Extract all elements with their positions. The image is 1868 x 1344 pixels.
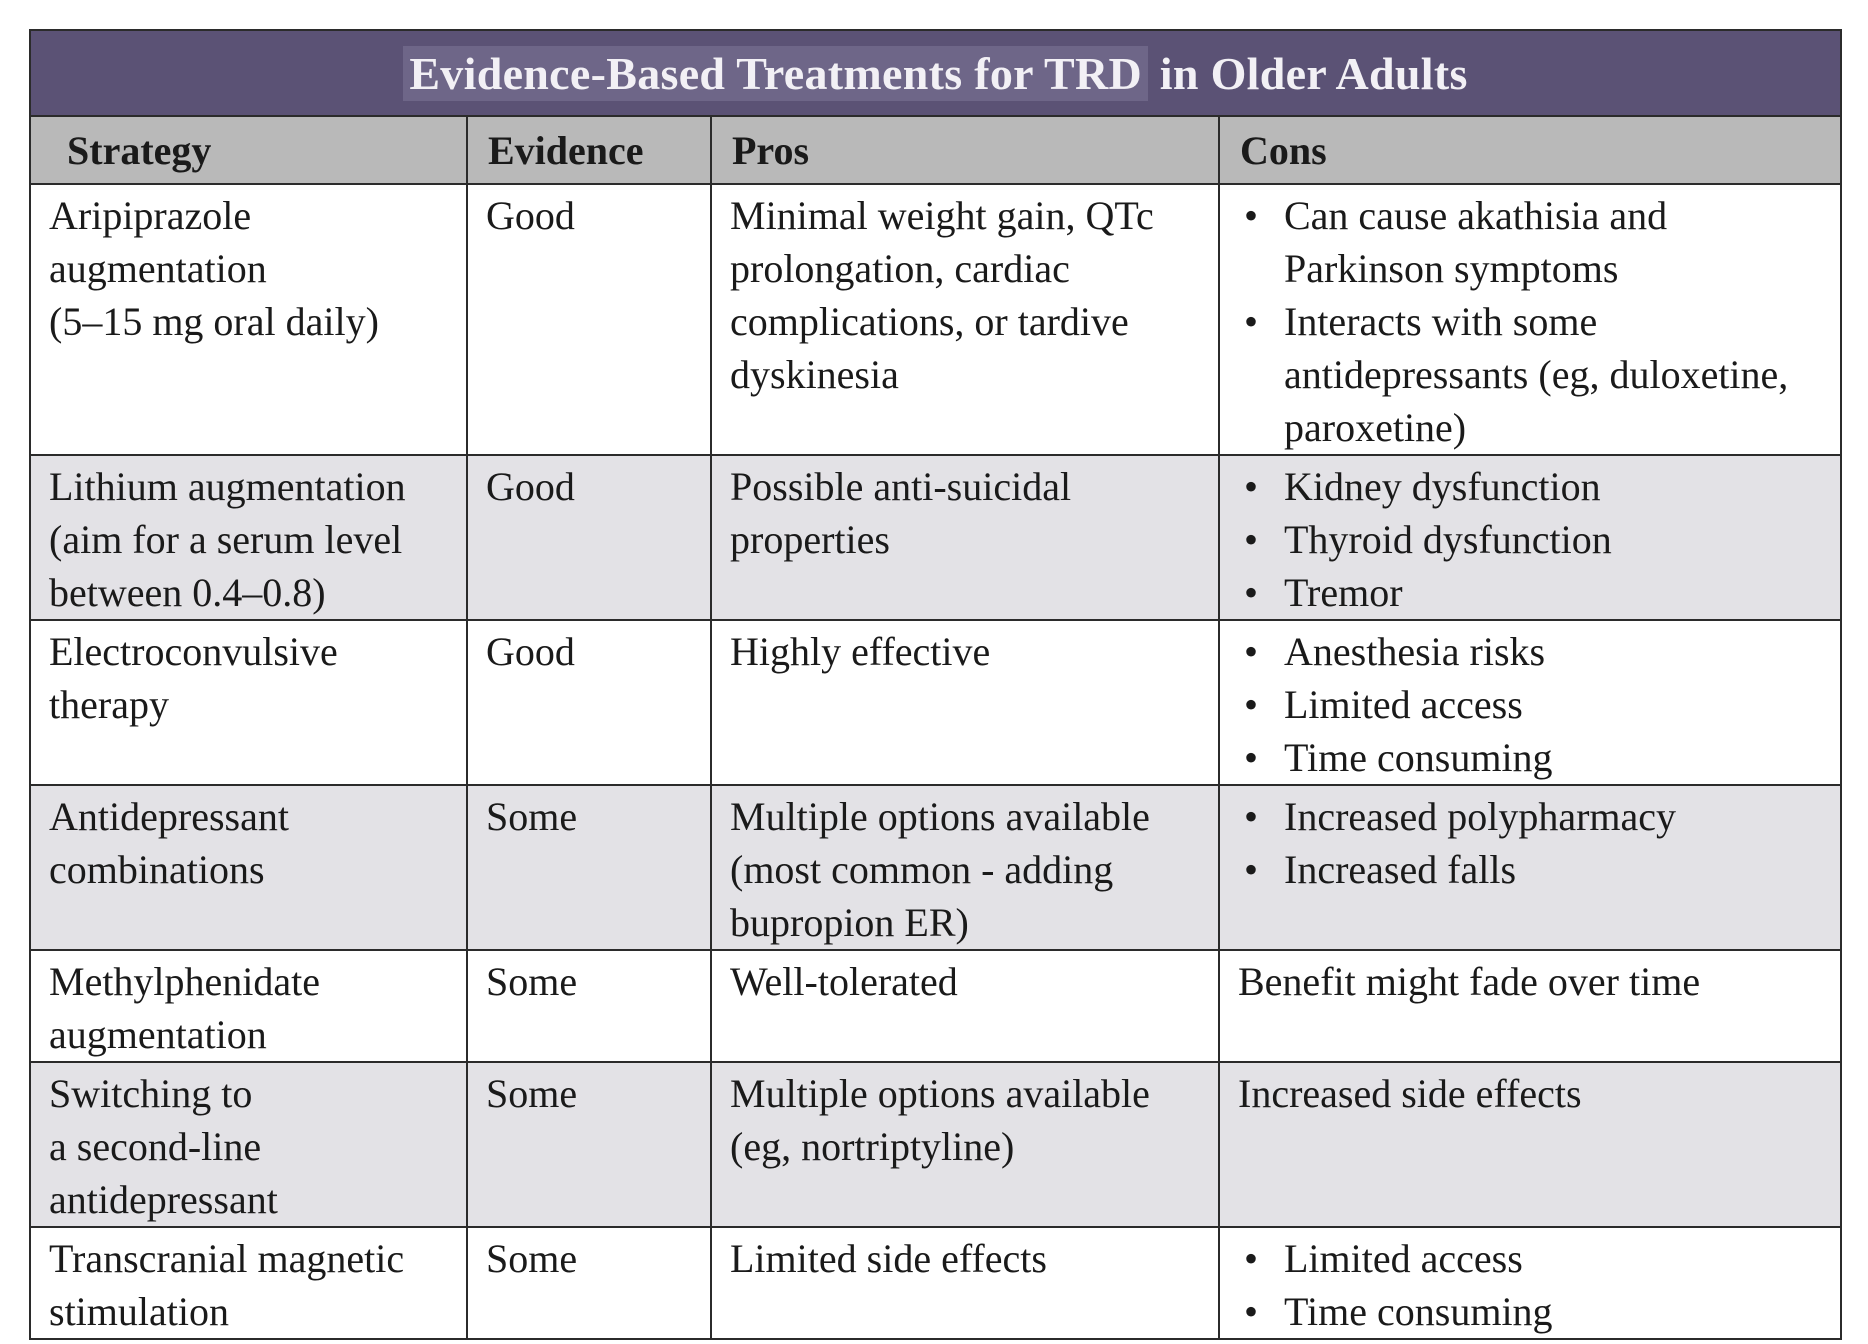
pros-cell: Possible anti-suicidal properties <box>711 455 1220 621</box>
strategy-line: Aripiprazole <box>49 193 252 238</box>
cons-list-item: Time consuming <box>1238 731 1826 784</box>
strategy-cell: Aripiprazole augmentation (5–15 mg oral da… <box>31 184 468 456</box>
table-body: Aripiprazole augmentation (5–15 mg oral da… <box>31 184 1840 1338</box>
pros-cell: Multiple options available (most common … <box>711 785 1220 951</box>
strategy-line: antidepressant <box>49 1177 278 1222</box>
cons-cell: Limited accessTime consuming <box>1219 1227 1840 1338</box>
header-strategy: Strategy <box>31 117 468 185</box>
strategy-line: augmentation <box>49 1012 267 1057</box>
strategy-line: combinations <box>49 847 265 892</box>
strategy-cell: Lithium augmentation (aim for a serum lev… <box>31 455 468 621</box>
table-title-bar: Evidence-Based Treatments for TRD in Old… <box>31 31 1840 117</box>
pros-cell: Well-tolerated <box>711 950 1220 1063</box>
header-evidence: Evidence <box>467 117 712 185</box>
table-title: Evidence-Based Treatments for TRD in Old… <box>403 45 1468 101</box>
strategy-line: Electroconvulsive <box>49 629 338 674</box>
strategy-cell: Electroconvulsive therapy <box>31 620 468 786</box>
cons-list-item: Thyroid dysfunction <box>1238 513 1826 566</box>
cons-list-item: Tremor <box>1238 566 1826 619</box>
pros-cell: Minimal weight gain, QTc prolongation, c… <box>711 184 1220 456</box>
cons-cell: Increased polypharmacyIncreased falls <box>1219 785 1840 951</box>
cons-list-item: Time consuming <box>1238 1285 1826 1338</box>
strategy-line: a second-line <box>49 1124 262 1169</box>
table-title-rest: in Older Adults <box>1148 47 1468 99</box>
table-row: Antidepressant combinations Some Multiple o… <box>31 785 1840 951</box>
pros-cell: Limited side effects <box>711 1227 1220 1338</box>
strategy-line: stimulation <box>49 1289 229 1334</box>
table-title-highlighted: Evidence-Based Treatments for TRD <box>403 45 1148 101</box>
cons-list: Kidney dysfunctionThyroid dysfunctionTre… <box>1238 460 1826 619</box>
cons-list-item: Can cause akathisia and Parkinson sympto… <box>1238 189 1826 295</box>
cons-list-item: Anesthesia risks <box>1238 625 1826 678</box>
cons-cell: Increased side effects <box>1219 1062 1840 1228</box>
table-row: Lithium augmentation (aim for a serum lev… <box>31 455 1840 621</box>
cons-cell: Benefit might fade over time <box>1219 950 1840 1063</box>
treatments-table-container: Evidence-Based Treatments for TRD in Old… <box>29 29 1842 1340</box>
table-row: Aripiprazole augmentation (5–15 mg oral da… <box>31 184 1840 456</box>
cons-cell: Anesthesia risksLimited accessTime consu… <box>1219 620 1840 786</box>
strategy-cell: Methylphenidate augmentation <box>31 950 468 1063</box>
cons-list: Can cause akathisia and Parkinson sympto… <box>1238 189 1826 454</box>
header-cons: Cons <box>1219 117 1840 185</box>
evidence-cell: Some <box>467 1227 712 1338</box>
strategy-line: Lithium augmentation <box>49 464 406 509</box>
cons-list: Limited accessTime consuming <box>1238 1232 1826 1338</box>
cons-text: Increased side effects <box>1238 1071 1582 1116</box>
pros-cell: Multiple options available (eg, nortript… <box>711 1062 1220 1228</box>
strategy-line: Transcranial magnetic <box>49 1236 405 1281</box>
strategy-line: Switching to <box>49 1071 253 1116</box>
table-row: Transcranial magnetic stimulation Some Limi… <box>31 1227 1840 1338</box>
cons-list-item: Interacts with some antidepressants (eg,… <box>1238 295 1826 454</box>
cons-list-item: Increased falls <box>1238 843 1826 896</box>
cons-list-item: Kidney dysfunction <box>1238 460 1826 513</box>
evidence-cell: Good <box>467 184 712 456</box>
strategy-line: Methylphenidate <box>49 959 321 1004</box>
cons-list-item: Increased polypharmacy <box>1238 790 1826 843</box>
evidence-cell: Some <box>467 950 712 1063</box>
evidence-cell: Some <box>467 1062 712 1228</box>
strategy-cell: Antidepressant combinations <box>31 785 468 951</box>
pros-cell: Highly effective <box>711 620 1220 786</box>
strategy-cell: Switching to a second-line antidepressant <box>31 1062 468 1228</box>
cons-text: Benefit might fade over time <box>1238 959 1701 1004</box>
strategy-line: (5–15 mg oral daily) <box>49 299 379 344</box>
table-row: Methylphenidate augmentation Some Well-tole… <box>31 950 1840 1063</box>
cons-list-item: Limited access <box>1238 678 1826 731</box>
strategy-line: (aim for a serum level <box>49 517 403 562</box>
strategy-line: augmentation <box>49 246 267 291</box>
table-row: Switching to a second-line antidepressant S… <box>31 1062 1840 1228</box>
cons-cell: Can cause akathisia and Parkinson sympto… <box>1219 184 1840 456</box>
header-pros: Pros <box>711 117 1220 185</box>
strategy-line: between 0.4–0.8) <box>49 570 326 615</box>
evidence-cell: Good <box>467 620 712 786</box>
header-row: Strategy Evidence Pros Cons <box>31 117 1840 185</box>
strategy-line: Antidepressant <box>49 794 289 839</box>
treatments-table: Strategy Evidence Pros Cons Aripiprazole… <box>31 117 1840 1338</box>
evidence-cell: Good <box>467 455 712 621</box>
strategy-line: therapy <box>49 682 169 727</box>
cons-list: Increased polypharmacyIncreased falls <box>1238 790 1826 896</box>
cons-cell: Kidney dysfunctionThyroid dysfunctionTre… <box>1219 455 1840 621</box>
evidence-cell: Some <box>467 785 712 951</box>
strategy-cell: Transcranial magnetic stimulation <box>31 1227 468 1338</box>
cons-list-item: Limited access <box>1238 1232 1826 1285</box>
table-row: Electroconvulsive therapy Good Highly effec… <box>31 620 1840 786</box>
cons-list: Anesthesia risksLimited accessTime consu… <box>1238 625 1826 784</box>
